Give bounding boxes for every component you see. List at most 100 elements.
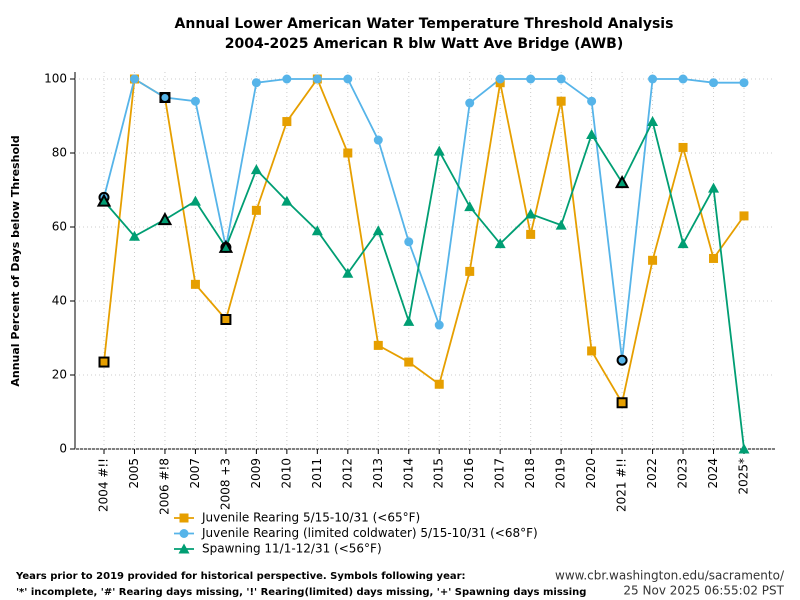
x-tick-label: 2012 bbox=[340, 458, 354, 489]
y-tick-label: 100 bbox=[44, 72, 67, 86]
data-point bbox=[616, 397, 628, 409]
data-point bbox=[648, 255, 658, 265]
data-point bbox=[312, 74, 322, 84]
data-point bbox=[282, 117, 292, 127]
y-tick-label: 20 bbox=[52, 368, 67, 382]
legend-label: Spawning 11/1-12/31 (<56°F) bbox=[202, 542, 382, 556]
y-tick-label: 80 bbox=[52, 146, 67, 160]
x-tick-label: 2020 bbox=[584, 458, 598, 489]
data-point bbox=[495, 74, 505, 84]
data-point bbox=[586, 129, 598, 139]
x-tick-label: 2013 bbox=[371, 458, 385, 489]
data-point bbox=[282, 74, 292, 84]
data-point bbox=[220, 314, 232, 325]
data-point bbox=[465, 98, 475, 108]
series-line bbox=[103, 77, 744, 361]
series-line bbox=[103, 77, 745, 406]
x-tick-label: 2021 #!! bbox=[615, 458, 629, 512]
data-point bbox=[434, 379, 444, 389]
x-tick-label: 2005 bbox=[127, 458, 141, 489]
data-point bbox=[404, 357, 414, 367]
data-point bbox=[526, 74, 536, 84]
data-point bbox=[678, 74, 688, 84]
data-point bbox=[372, 225, 384, 236]
data-point bbox=[556, 74, 566, 84]
x-tick-label: 2015 bbox=[432, 458, 446, 489]
data-point bbox=[465, 266, 475, 276]
x-tick-label: 2009 bbox=[249, 458, 263, 489]
data-point bbox=[159, 92, 171, 103]
data-point bbox=[616, 354, 628, 366]
x-tick-label: 2006 #!8 bbox=[157, 458, 171, 515]
data-point bbox=[281, 195, 293, 206]
data-point bbox=[738, 443, 750, 454]
legend-marker bbox=[179, 529, 189, 538]
data-point bbox=[433, 145, 445, 156]
data-point bbox=[494, 238, 506, 249]
data-point bbox=[98, 356, 110, 368]
footnote: Years prior to 2019 provided for histori… bbox=[15, 571, 466, 582]
data-point bbox=[434, 320, 444, 330]
legend-label: Juvenile Rearing 5/15-10/31 (<65°F) bbox=[201, 511, 420, 525]
chart-subtitle: 2004-2025 American R blw Watt Ave Bridge… bbox=[225, 36, 624, 52]
data-point bbox=[464, 201, 476, 212]
data-point bbox=[709, 253, 719, 263]
data-point bbox=[373, 135, 383, 145]
legend-marker bbox=[178, 543, 190, 554]
data-point bbox=[678, 142, 688, 152]
data-point bbox=[677, 238, 689, 249]
x-tick-label: 2024 bbox=[706, 458, 720, 489]
data-point bbox=[526, 229, 536, 239]
data-point bbox=[647, 116, 659, 127]
series-line bbox=[103, 118, 745, 450]
data-point bbox=[190, 279, 200, 289]
data-point bbox=[614, 175, 630, 189]
data-point bbox=[157, 212, 173, 226]
data-point bbox=[373, 340, 383, 350]
data-point bbox=[525, 208, 537, 219]
data-point bbox=[404, 237, 414, 247]
x-tick-label: 2017 bbox=[493, 458, 507, 489]
x-tick-label: 2025* bbox=[737, 458, 751, 495]
timestamp: 25 Nov 2025 06:55:02 PST bbox=[623, 584, 784, 598]
chart-title: Annual Lower American Water Temperature … bbox=[175, 16, 674, 32]
data-point bbox=[251, 78, 261, 88]
x-tick-label: 2018 bbox=[523, 458, 537, 489]
data-point bbox=[342, 267, 354, 278]
x-tick-label: 2019 bbox=[554, 458, 568, 489]
x-tick-label: 2008 +3 bbox=[218, 458, 232, 510]
data-point bbox=[129, 74, 139, 84]
data-point bbox=[587, 96, 597, 106]
data-point bbox=[311, 225, 323, 236]
data-point bbox=[96, 193, 112, 207]
data-point bbox=[708, 182, 720, 193]
x-tick-label: 2011 bbox=[310, 458, 324, 489]
y-axis-label: Annual Percent of Days below Threshold bbox=[9, 135, 22, 386]
x-tick-label: 2010 bbox=[279, 458, 293, 489]
data-point bbox=[128, 230, 140, 241]
data-point bbox=[739, 78, 749, 88]
data-point bbox=[251, 205, 261, 215]
x-tick-label: 2016 bbox=[462, 458, 476, 489]
footnote: '*' incomplete, '#' Rearing days missing… bbox=[16, 587, 586, 598]
legend-label: Juvenile Rearing (limited coldwater) 5/1… bbox=[201, 526, 538, 540]
x-tick-label: 2007 bbox=[188, 458, 202, 489]
data-point bbox=[190, 96, 200, 106]
y-tick-label: 0 bbox=[59, 442, 67, 456]
data-point bbox=[343, 148, 353, 158]
x-tick-label: 2023 bbox=[676, 458, 690, 489]
data-point bbox=[250, 164, 262, 175]
y-tick-label: 40 bbox=[52, 294, 67, 308]
y-tick-label: 60 bbox=[52, 220, 67, 234]
data-point bbox=[739, 211, 749, 221]
data-point bbox=[189, 195, 201, 206]
data-point bbox=[343, 74, 353, 84]
data-point bbox=[709, 78, 719, 88]
source: www.cbr.washington.edu/sacramento/ bbox=[555, 569, 785, 583]
data-point bbox=[555, 219, 567, 230]
data-point bbox=[648, 74, 658, 84]
data-point bbox=[587, 346, 597, 356]
data-point bbox=[556, 96, 566, 106]
legend-marker bbox=[179, 513, 189, 523]
